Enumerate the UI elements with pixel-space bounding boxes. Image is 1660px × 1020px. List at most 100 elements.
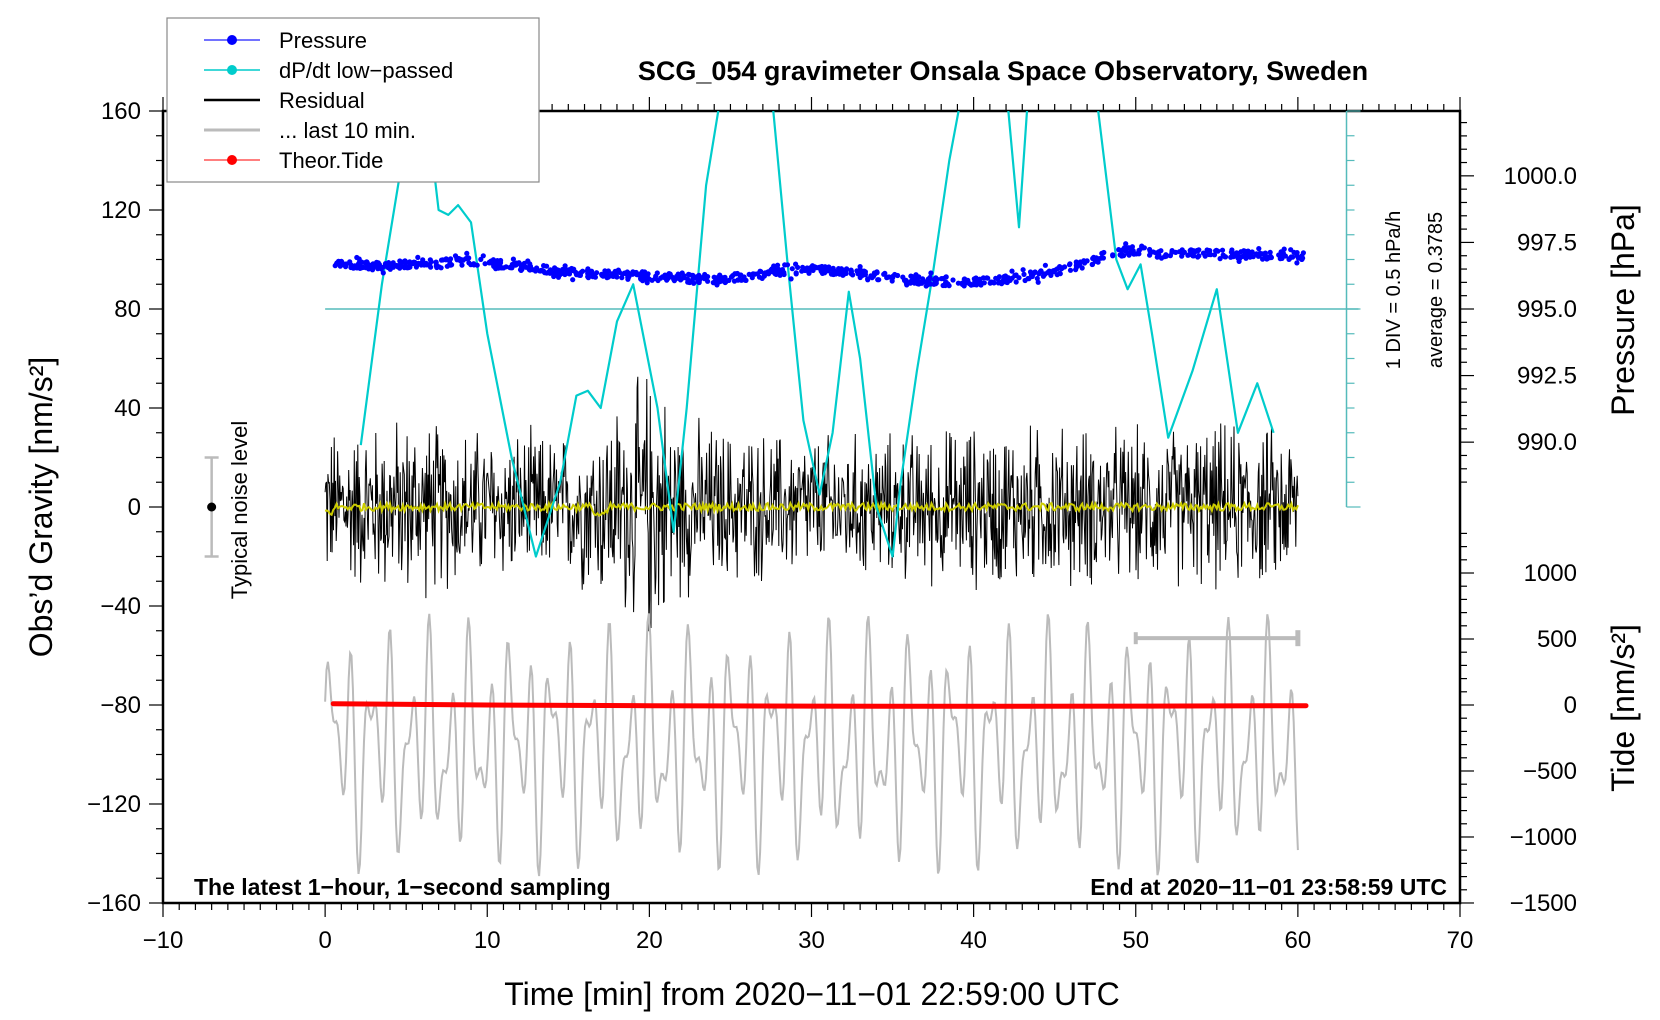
pressure-point <box>356 260 362 266</box>
pressure-point <box>577 270 583 277</box>
pressure-point <box>1299 256 1305 262</box>
tide-axis-title: Tide [nm/s²] <box>1605 624 1641 792</box>
pressure-point <box>402 263 408 269</box>
pressure-point <box>1147 246 1153 253</box>
pressure-point <box>1287 256 1293 262</box>
x-tick-label: 0 <box>318 927 331 954</box>
pressure-point <box>564 270 570 276</box>
pressure-point <box>644 280 650 286</box>
pressure-point <box>1229 247 1235 253</box>
last10-series-line <box>324 613 1299 877</box>
pressure-point <box>509 261 515 268</box>
pressure-point <box>642 269 648 275</box>
pressure-point <box>743 277 749 283</box>
pressure-point <box>799 268 805 274</box>
pressure-tick-label: 990.0 <box>1517 429 1577 456</box>
pressure-point <box>1067 261 1073 267</box>
pressure-point <box>1242 254 1249 260</box>
pressure-point <box>364 264 370 271</box>
pressure-point <box>920 276 926 282</box>
tide-tick-label: −1500 <box>1510 890 1577 917</box>
pressure-point <box>775 262 781 268</box>
pressure-point <box>552 265 558 271</box>
y-tick-label: 120 <box>101 197 141 224</box>
y-tick-label: −40 <box>100 593 141 620</box>
pressure-point <box>421 260 427 266</box>
pressure-point <box>459 262 465 268</box>
pressure-point <box>1200 250 1206 256</box>
pressure-point <box>961 281 967 287</box>
pressure-point <box>1046 268 1052 274</box>
legend-item-tide: Theor.Tide <box>204 148 383 173</box>
pressure-point <box>1191 248 1197 254</box>
pressure-point <box>443 256 449 262</box>
pressure-point <box>375 266 381 272</box>
y-tick-label: −120 <box>87 791 141 818</box>
pressure-point <box>955 280 962 286</box>
pressure-point <box>971 276 977 282</box>
pressure-point <box>789 266 795 272</box>
pressure-point <box>996 274 1003 280</box>
pressure-point <box>527 267 533 273</box>
pressure-point <box>1073 259 1079 265</box>
pressure-point <box>452 253 459 259</box>
pressure-point <box>737 273 743 279</box>
pressure-point <box>820 265 826 271</box>
pressure-point <box>915 275 921 281</box>
pressure-point <box>828 266 835 272</box>
pressure-point <box>640 273 646 279</box>
pressure-point <box>793 270 799 276</box>
pressure-point <box>788 276 794 282</box>
tide-tick-label: −500 <box>1523 758 1577 785</box>
pressure-point <box>1234 250 1240 256</box>
pressure-point <box>491 260 497 266</box>
pressure-point <box>1042 262 1048 268</box>
pressure-point <box>1154 254 1160 260</box>
pressure-point <box>510 256 516 262</box>
pressure-point <box>1051 269 1057 275</box>
pressure-point <box>498 257 504 264</box>
pressure-point <box>1020 267 1026 273</box>
pressure-point <box>547 267 554 273</box>
y-tick-label: 40 <box>114 395 141 422</box>
pressure-point <box>889 278 895 284</box>
legend-label: Theor.Tide <box>279 148 383 173</box>
pressure-point <box>358 265 364 271</box>
pressure-point <box>712 280 718 286</box>
pressure-point <box>890 273 896 279</box>
pressure-point <box>1004 279 1010 286</box>
pressure-point <box>923 283 929 289</box>
pressure-point <box>1041 272 1047 278</box>
pressure-point <box>1013 279 1019 285</box>
pressure-point <box>927 276 933 282</box>
pressure-point <box>347 259 353 265</box>
pressure-point <box>1009 275 1015 281</box>
pressure-point <box>919 280 925 286</box>
pressure-point <box>407 264 413 270</box>
pressure-point <box>1084 258 1090 264</box>
pressure-point <box>478 256 484 262</box>
pressure-point <box>343 264 349 270</box>
pressure-point <box>1219 247 1226 253</box>
pressure-point <box>980 275 987 281</box>
pressure-point <box>1035 279 1041 285</box>
pressure-point <box>570 277 576 283</box>
pressure-point <box>840 272 846 278</box>
pressure-point <box>977 281 984 287</box>
pressure-point <box>780 269 786 275</box>
pressure-point <box>903 280 910 286</box>
chart-title: SCG_054 gravimeter Onsala Space Observat… <box>638 56 1368 86</box>
pressure-point <box>1229 252 1236 258</box>
pressure-point <box>586 271 592 277</box>
pressure-point <box>691 280 697 286</box>
pressure-point <box>1206 251 1212 258</box>
pressure-point <box>772 267 778 273</box>
pressure-tick-label: 995.0 <box>1517 296 1577 323</box>
pressure-point <box>738 277 745 283</box>
tide-tick-label: −1000 <box>1510 824 1577 851</box>
pressure-point <box>374 259 380 265</box>
pressure-point <box>1211 252 1218 258</box>
pressure-point <box>633 269 639 276</box>
pressure-point <box>671 276 677 283</box>
x-axis-title: Time [min] from 2020−11−01 22:59:00 UTC <box>504 976 1119 1012</box>
